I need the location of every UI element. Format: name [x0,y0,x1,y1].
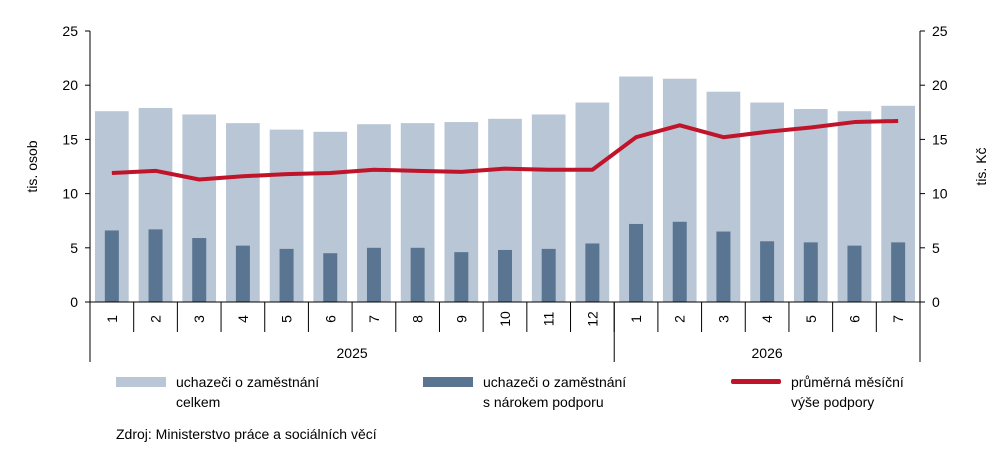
bar-entitled-7 [366,247,381,302]
bar-entitled-9 [454,252,469,302]
bar-entitled-6 [323,253,338,302]
x-tick-label: 1 [628,315,644,323]
x-tick-label: 6 [322,315,338,323]
x-tick-label: 9 [453,315,469,323]
y-tick-label-left: 0 [70,294,78,310]
legend-item-total: uchazeči o zaměstnání celkem [116,372,319,412]
bar-entitled-14 [672,221,687,302]
bar-entitled-1 [104,230,119,302]
bar-entitled-18 [847,245,862,302]
y-tick-label-right: 5 [932,240,940,256]
y-tick-label-right: 20 [932,77,948,93]
legend-label-benefit: průměrná měsíční výše podpory [791,374,904,410]
legend: uchazeči o zaměstnání celkem uchazeči o … [0,372,1004,412]
line-benefit [111,118,899,182]
bar-entitled-16 [760,241,775,302]
x-tick-label: 5 [803,315,819,323]
x-tick-label: 3 [715,315,731,323]
y-tick-label-right: 10 [932,186,948,202]
bar-entitled-4 [235,245,250,302]
y-tick-label-right: 15 [932,131,948,147]
legend-swatch-total [116,377,166,387]
year-label-2025: 2025 [337,345,368,361]
y-axis-title-left: tis. osob [24,140,40,192]
bar-entitled-8 [410,247,425,302]
bar-entitled-12 [585,243,600,302]
x-tick-label: 12 [584,311,600,327]
x-tick-label: 4 [235,315,251,323]
y-axis-title-right: tis. Kč [973,147,989,185]
y-tick-label-left: 5 [70,240,78,256]
bar-entitled-19 [891,242,906,302]
x-tick-label: 5 [279,315,295,323]
bar-entitled-2 [148,229,163,302]
legend-label-entitled: uchazeči o zaměstnání s nárokem podporu [483,374,627,410]
x-tick-label: 10 [497,311,513,327]
year-label-2026: 2026 [752,345,783,361]
y-tick-label-left: 10 [62,186,78,202]
bar-entitled-11 [541,248,556,302]
x-tick-label: 2 [148,315,164,323]
legend-item-entitled: uchazeči o zaměstnání s nárokem podporu [423,372,626,412]
x-tick-label: 1 [104,315,120,323]
x-tick-label: 3 [191,315,207,323]
bar-entitled-3 [192,238,207,302]
source-note: Zdroj: Ministerstvo práce a sociálních v… [116,426,377,442]
bar-entitled-13 [629,223,644,302]
x-tick-label: 2 [672,315,688,323]
x-tick-label: 7 [890,315,906,323]
bar-entitled-15 [716,231,731,302]
y-tick-label-right: 0 [932,294,940,310]
bar-entitled-5 [279,248,294,302]
x-tick-label: 8 [410,315,426,323]
legend-item-benefit: průměrná měsíční výše podpory [731,372,904,412]
legend-swatch-benefit [731,379,781,384]
legend-label-total: uchazeči o zaměstnání celkem [176,374,320,410]
y-tick-label-left: 15 [62,131,78,147]
y-tick-label-left: 20 [62,77,78,93]
x-tick-label: 11 [541,312,557,327]
x-tick-label: 6 [846,315,862,323]
x-tick-label: 7 [366,315,382,323]
legend-swatch-entitled [423,377,473,387]
bar-entitled-10 [498,249,512,302]
y-tick-label-right: 25 [932,23,948,39]
x-tick-label: 4 [759,315,775,323]
y-tick-label-left: 25 [62,23,78,39]
bar-entitled-17 [803,242,818,302]
